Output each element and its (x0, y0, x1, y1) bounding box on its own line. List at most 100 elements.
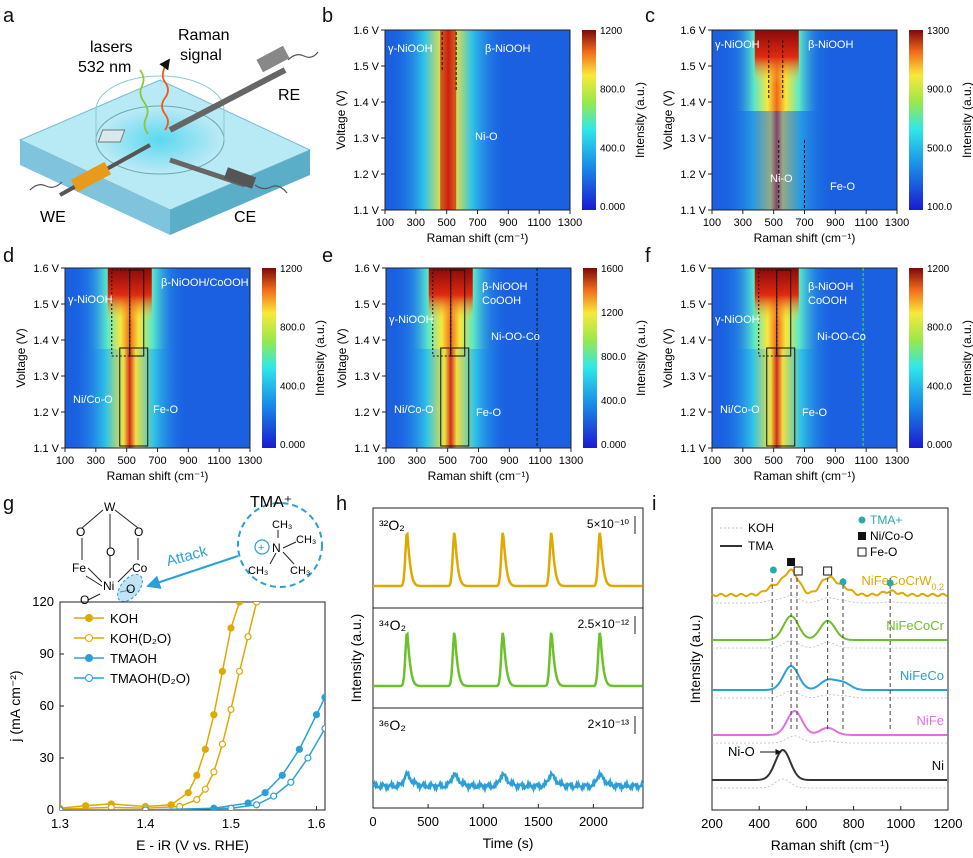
legend-label-koh: KOH (748, 521, 774, 535)
colorbar (909, 30, 923, 210)
x-tick-label: 300 (407, 217, 425, 229)
x-tick-label: 500 (764, 455, 782, 467)
plot-frame (59, 601, 326, 811)
y-axis-label: Voltage (V) (661, 328, 675, 387)
y-tick-label: 1.4 V (33, 335, 59, 347)
x-tick-label: 700 (795, 455, 813, 467)
raman-beam (159, 58, 171, 131)
x-tick-label: 300 (408, 455, 426, 467)
lasers-label: lasers (90, 39, 133, 56)
koh-trace (712, 778, 948, 789)
legend-marker (85, 654, 93, 662)
series-line-0 (60, 602, 241, 810)
y-tick-label: 1.5 V (354, 299, 380, 311)
electrode-sample (97, 129, 126, 143)
tma-marker (839, 578, 847, 586)
heatmap-panels: γ-NiOOH β-NiOOH Ni-O 100 300 500 700 900 1100 130… (14, 25, 973, 483)
atom-n: N (272, 541, 281, 555)
legend-label-fe-o: Fe-O (870, 545, 897, 559)
annotation-gamma-niooh: γ-NiOOH (68, 294, 113, 306)
fe-o-marker (823, 566, 833, 576)
data-point (321, 724, 325, 733)
colorbar (583, 268, 597, 448)
series-label: NiFe (917, 713, 944, 728)
koh-trace (712, 690, 948, 699)
oxygen-highlight (117, 573, 143, 603)
data-point (253, 801, 261, 809)
koh-trace (712, 640, 948, 649)
x-tick-label: 1000 (886, 816, 915, 831)
colorbar-tick: 0.000 (600, 202, 625, 213)
panel-g-polarization-chart: 1.3 1.4 1.5 1.6 0 30 60 90 120 E - iR (V vs. RHE)… (7, 594, 326, 853)
colorbar-tick: 1200 (600, 26, 623, 37)
koh-trace (712, 595, 948, 604)
annotation-ni-o: Ni-O (475, 131, 498, 143)
y-tick-label: 1.3 V (680, 371, 706, 383)
legend-label: KOH(D₂O) (110, 631, 171, 646)
x-tick-label: 1.6 (307, 816, 325, 831)
legend-marker-ni-co-o (858, 532, 866, 540)
koh-trace (712, 735, 948, 744)
x-axis-label: Raman shift (cm⁻¹) (771, 837, 890, 853)
x-tick-label: 500 (764, 217, 782, 229)
y-axis-label: j (mA cm⁻²) (7, 670, 23, 742)
panel-h-isotope-chart: ³²O₂ 5×10⁻¹⁰ ³⁴O₂ 2.5×10⁻¹² ³⁶O₂ 2×10⁻¹³ 0 500 1… (348, 507, 644, 851)
series-label: Ni (932, 758, 944, 773)
x-tick-label: 1200 (934, 816, 963, 831)
y-axis-label: Voltage (V) (14, 328, 28, 387)
panel-label-h: h (336, 493, 347, 515)
legend-marker-fe-o (857, 547, 867, 557)
region-box (776, 269, 792, 357)
x-axis-label: Raman shift (cm⁻¹) (428, 469, 530, 483)
data-point (295, 745, 303, 753)
colorbar-tick: 1300 (927, 26, 950, 37)
x-tick-label: 1100 (528, 455, 552, 467)
annotation-beta-niooh: β-NiOOH (482, 281, 527, 293)
colorbar-tick: 0.000 (927, 440, 952, 451)
data-point (193, 771, 201, 779)
x-tick-label: 700 (469, 455, 487, 467)
x-tick-label: 1300 (238, 455, 262, 467)
panel-label-f: f (645, 245, 651, 267)
colorbar-tick: 900.0 (927, 85, 952, 96)
tma-trace-0 (711, 568, 948, 598)
series-line-2 (60, 697, 325, 810)
series-label: NiFeCo (900, 668, 944, 683)
data-point (193, 795, 201, 804)
isotope-trace-1 (373, 631, 643, 688)
y-tick-label: 90 (40, 646, 54, 661)
y-tick-label: 1.5 V (680, 299, 706, 311)
data-point (201, 785, 209, 793)
x-tick-label: 500 (417, 814, 439, 829)
annotation-ni-co-o: Ni/Co-O (73, 394, 113, 406)
panel-label-g: g (3, 493, 14, 515)
series-label: NiFeCoCrW0.2 (861, 573, 944, 592)
panel-label-c: c (645, 5, 655, 27)
isotope-trace-0 (373, 531, 643, 588)
y-tick-label: 1.6 V (33, 263, 59, 275)
data-point (210, 711, 218, 719)
series-label: NiFeCoCr (886, 618, 944, 633)
x-axis-label: Raman shift (cm⁻¹) (754, 231, 856, 245)
y-axis-label: Intensity (a.u.) (348, 614, 364, 703)
data-point (227, 705, 235, 714)
data-point (107, 803, 115, 810)
y-tick-label: 1.4 V (680, 335, 706, 347)
legend-marker (85, 634, 93, 642)
x-tick-label: 1.3 (51, 816, 69, 831)
annotation-gamma-niooh: γ-NiOOH (388, 43, 433, 55)
x-tick-label: 1100 (854, 455, 878, 467)
positive-charge-icon (254, 539, 270, 555)
annotation-ni-co-o: Ni/Co-O (394, 404, 434, 416)
data-point (218, 740, 227, 748)
x-tick-label: 700 (468, 217, 486, 229)
annotation-fe-o: Fe-O (802, 407, 828, 419)
y-tick-label: 1.4 V (353, 97, 379, 109)
annotation-gamma-niooh: γ-NiOOH (715, 39, 760, 51)
tma-label: TMA⁺ (250, 494, 292, 511)
y-tick-label: 1.2 V (680, 169, 706, 181)
we-label: WE (40, 209, 66, 226)
panel-label-i: i (652, 493, 656, 515)
x-tick-label: 1000 (469, 814, 498, 829)
panel-label-d: d (3, 245, 14, 267)
